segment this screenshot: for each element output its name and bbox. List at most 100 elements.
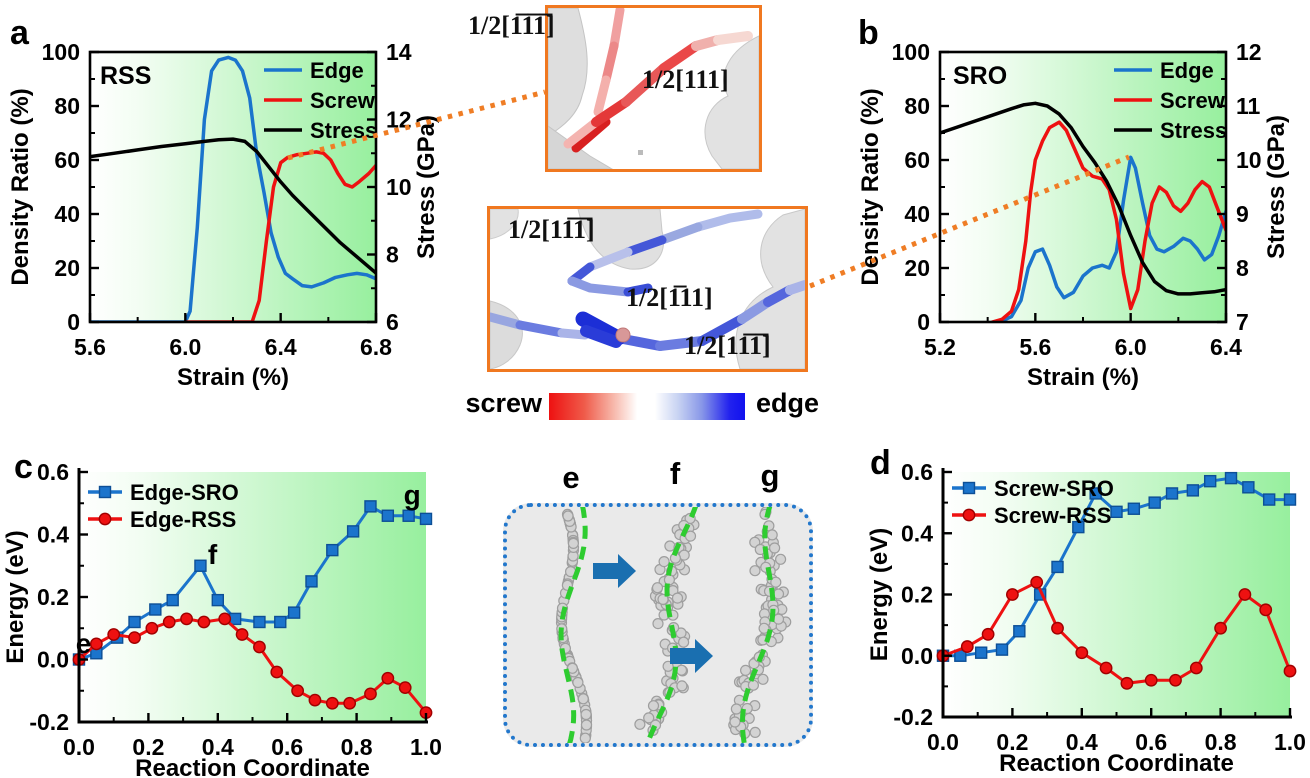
atom bbox=[647, 700, 660, 712]
marker-Screw-RSS bbox=[1144, 673, 1158, 687]
legend-label-Edge: Edge bbox=[1160, 58, 1214, 83]
y-tick-label: -0.2 bbox=[29, 709, 69, 735]
burgers-label-bottom-b: 1/2[1̅11] bbox=[626, 283, 713, 312]
atom bbox=[562, 510, 574, 522]
y-tick-label: 0.0 bbox=[901, 643, 933, 669]
chart-panel-a: 5.6 6.0 6.4 6.8 0 20 40 60 80 100 6 8 10 12 14 Stress (… bbox=[7, 39, 440, 391]
edge-dislocation-graphic bbox=[485, 208, 810, 370]
series-line-Screw-RSS bbox=[943, 580, 1290, 685]
colorbar-label-screw: screw bbox=[465, 388, 542, 418]
marker-Edge-RSS bbox=[218, 612, 232, 626]
schematic-label-g: g bbox=[760, 458, 780, 493]
marker-Edge-SRO bbox=[194, 559, 207, 572]
x-tick-label: 6.4 bbox=[265, 334, 297, 360]
x-tick-label: 1.0 bbox=[1274, 729, 1306, 755]
x-tick-label: 0.4 bbox=[202, 734, 234, 760]
y-tick-label: 0.2 bbox=[901, 582, 933, 608]
marker-Screw-SRO bbox=[974, 646, 988, 659]
y-tick-label: 40 bbox=[904, 201, 930, 227]
marker-Edge-SRO bbox=[128, 615, 141, 629]
marker-Edge-SRO bbox=[364, 500, 377, 513]
y-tick-label: 0.6 bbox=[901, 459, 933, 485]
x-tick-label: 0.2 bbox=[996, 729, 1028, 755]
right-arrow-icon bbox=[593, 554, 636, 588]
y-tick-label: 0 bbox=[917, 309, 930, 335]
marker-Screw-RSS bbox=[1283, 664, 1297, 678]
grain-surface-blob bbox=[489, 208, 519, 240]
marker-Screw-RSS bbox=[1075, 646, 1089, 660]
x-axis-title: Reaction Coordinate bbox=[135, 755, 370, 778]
legend-marker bbox=[962, 481, 976, 495]
grain-surface-blob bbox=[735, 208, 806, 370]
marker-Screw-SRO bbox=[1262, 493, 1276, 506]
x-axis-title: Reaction Coordinate bbox=[999, 750, 1234, 777]
marker-Edge-SRO bbox=[274, 615, 287, 629]
marker-Edge-RSS bbox=[128, 631, 141, 645]
marker-Screw-SRO bbox=[1186, 484, 1200, 497]
atom bbox=[766, 529, 778, 541]
marker-Screw-SRO bbox=[1110, 505, 1123, 519]
marker-Edge-RSS bbox=[364, 687, 377, 701]
atom bbox=[664, 540, 676, 552]
right-axis-title: Stress (GPa) bbox=[1263, 115, 1290, 259]
legend-label-Edge-SRO: Edge-SRO bbox=[130, 480, 239, 505]
marker-Screw-RSS bbox=[960, 640, 974, 653]
x-tick-label: 6.0 bbox=[1115, 334, 1147, 360]
y-axis-title: Energy (eV) bbox=[2, 530, 29, 663]
x-tick-label: 0.6 bbox=[1135, 729, 1167, 755]
legend-marker bbox=[962, 508, 976, 522]
schematic-box bbox=[503, 503, 813, 747]
panel-label-b: b bbox=[858, 14, 879, 52]
atom bbox=[566, 662, 579, 674]
slip-plane-dashed-line bbox=[644, 504, 699, 746]
y-tick-label: 40 bbox=[54, 201, 80, 227]
right-tick-label: 12 bbox=[386, 107, 412, 133]
atom bbox=[770, 576, 782, 588]
right-arrow-icon bbox=[670, 639, 713, 673]
marker-Screw-RSS bbox=[1214, 621, 1227, 635]
y-tick-label: 0.0 bbox=[37, 647, 69, 673]
x-tick-label: 0.2 bbox=[132, 734, 164, 760]
y-tick-label: 0.6 bbox=[37, 459, 69, 485]
tube-end-cap bbox=[615, 327, 631, 343]
chart-panel-d: 0.0 0.2 0.4 0.6 0.8 1.0-0.20.00.20.40.6Reacti… bbox=[866, 459, 1306, 777]
marker-Screw-SRO bbox=[1224, 471, 1238, 485]
atom bbox=[572, 676, 584, 689]
y-tick-label: 0 bbox=[67, 309, 80, 335]
marker-Edge-SRO bbox=[402, 509, 415, 522]
annotation-f: f bbox=[208, 539, 218, 570]
marker-Edge-RSS bbox=[381, 671, 395, 685]
x-tick-label: 6.8 bbox=[360, 334, 392, 360]
x-tick-label: 0.0 bbox=[927, 729, 959, 755]
schematic-label-e: e bbox=[562, 460, 580, 495]
y-axis-title: Energy (eV) bbox=[866, 528, 893, 661]
y-tick-label: 60 bbox=[54, 147, 80, 173]
atom bbox=[775, 553, 787, 565]
atom bbox=[758, 622, 770, 634]
y-tick-label: 0.4 bbox=[901, 520, 933, 546]
y-axis-title: Density Ratio (%) bbox=[7, 88, 34, 285]
marker-Edge-SRO bbox=[149, 603, 162, 616]
atom bbox=[643, 712, 655, 724]
marker-Edge-SRO bbox=[326, 543, 339, 557]
plot-tag: SRO bbox=[953, 62, 1007, 90]
y-tick-label: 80 bbox=[904, 93, 930, 119]
x-tick-label: 0.6 bbox=[271, 734, 303, 760]
colorbar-gradient bbox=[549, 393, 745, 420]
panel-label-a: a bbox=[10, 14, 29, 52]
marker-Screw-RSS bbox=[1259, 603, 1273, 617]
marker-Edge-SRO bbox=[346, 525, 360, 538]
marker-Edge-RSS bbox=[308, 693, 322, 707]
marker-Edge-RSS bbox=[291, 684, 305, 698]
marker-Screw-SRO bbox=[1051, 560, 1064, 574]
marker-Edge-RSS bbox=[235, 628, 249, 641]
marker-Screw-SRO bbox=[1089, 487, 1102, 500]
atom bbox=[652, 617, 664, 630]
atom bbox=[671, 592, 684, 604]
legend-label-Edge: Edge bbox=[310, 58, 364, 83]
marker-Screw-RSS bbox=[1005, 588, 1019, 601]
right-tick-label: 9 bbox=[1236, 201, 1249, 227]
screw-dislocation-graphic bbox=[547, 5, 760, 170]
x-axis-title: Strain (%) bbox=[177, 364, 289, 391]
chart-panel-c: 0.0 0.2 0.4 0.6 0.8 1.0-0.20.00.20.40.6Reacti… bbox=[2, 459, 442, 778]
